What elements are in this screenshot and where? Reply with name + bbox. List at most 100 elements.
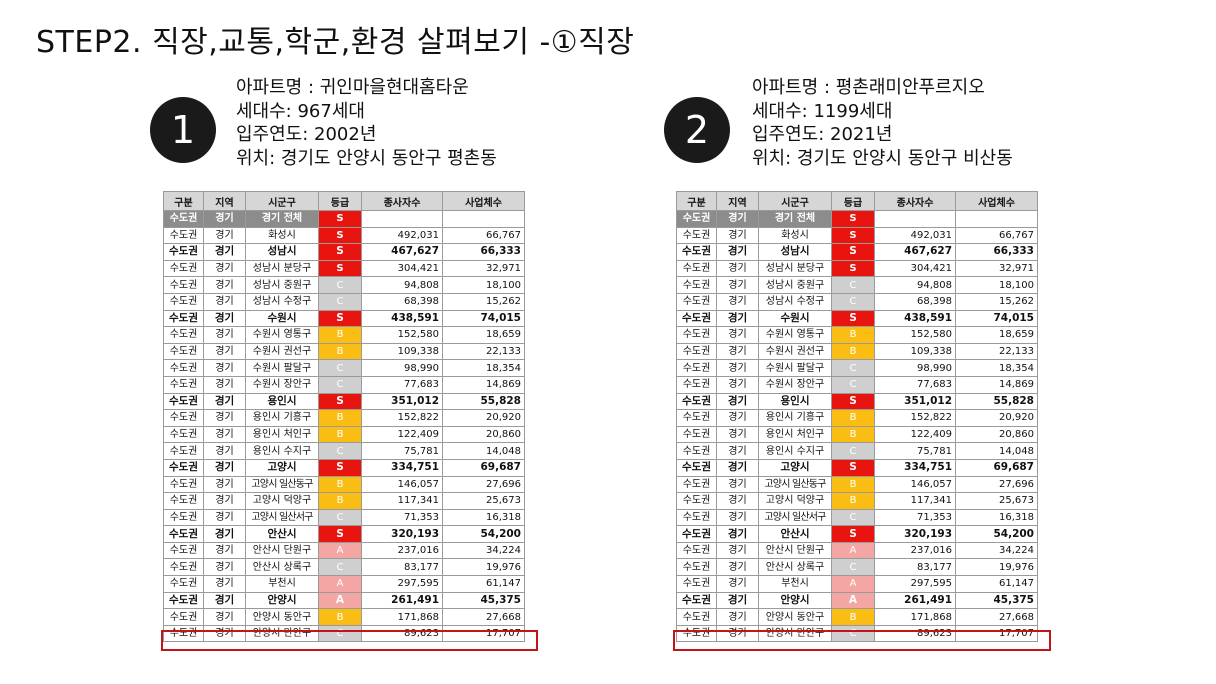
cell-region: 경기	[203, 525, 246, 543]
cell-gubun: 수도권	[163, 326, 204, 344]
cell-gubun: 수도권	[163, 558, 204, 577]
header-businesses: 사업체수	[442, 191, 525, 211]
table-row: 수도권 경기 고양시 일산동구 B 146,057 27,696	[676, 475, 1038, 494]
cell-businesses: 15,262	[955, 292, 1038, 311]
cell-grade: C	[831, 359, 875, 377]
cell-businesses: 19,976	[442, 558, 525, 577]
cell-gubun: 수도권	[163, 226, 204, 245]
cell-gubun: 수도권	[163, 608, 204, 626]
table-row: 수도권 경기 안양시 A 261,491 45,375	[676, 591, 1038, 610]
table-row: 수도권 경기 성남시 S 467,627 66,333	[676, 243, 1038, 261]
cell-sigungu: 경기 전체	[758, 210, 832, 228]
employment-table: 구분 지역 시군구 등급 종사자수 사업체수 수도권 경기 경기 전체 S 수도권 경기 화성시 S 492…	[163, 191, 525, 643]
cell-sigungu: 용인시	[758, 392, 832, 411]
cell-workers: 77,683	[361, 375, 443, 394]
cell-sigungu: 수원시 장안구	[758, 375, 832, 394]
cell-sigungu: 용인시 수지구	[245, 442, 319, 460]
cell-workers: 467,627	[361, 243, 443, 261]
cell-businesses: 69,687	[955, 458, 1038, 477]
cell-sigungu: 경기 전체	[245, 210, 319, 228]
cell-grade: C	[318, 442, 362, 460]
table-row: 수도권 경기 용인시 처인구 B 122,409 20,860	[163, 425, 525, 444]
table-row: 수도권 경기 수원시 장안구 C 77,683 14,869	[676, 375, 1038, 394]
cell-businesses: 32,971	[955, 259, 1038, 278]
header-grade: 등급	[831, 191, 875, 211]
table-row: 수도권 경기 화성시 S 492,031 66,767	[676, 226, 1038, 245]
table-row: 수도권 경기 수원시 팔달구 C 98,990 18,354	[676, 359, 1038, 377]
table-row: 수도권 경기 안양시 만안구 C 89,623 17,707	[163, 624, 525, 643]
cell-grade: S	[318, 210, 362, 228]
table-row: 수도권 경기 고양시 일산서구 C 71,353 16,318	[676, 508, 1038, 527]
cell-workers: 297,595	[874, 575, 956, 593]
cell-gubun: 수도권	[676, 558, 717, 577]
cell-gubun: 수도권	[676, 292, 717, 311]
apartment-2-move-in-year: 입주연도: 2021년	[752, 124, 893, 145]
cell-sigungu: 안산시 상록구	[758, 558, 832, 577]
cell-grade: C	[831, 442, 875, 460]
cell-region: 경기	[716, 575, 759, 593]
cell-workers: 492,031	[361, 226, 443, 245]
cell-businesses: 18,659	[442, 326, 525, 344]
cell-region: 경기	[716, 392, 759, 411]
cell-gubun: 수도권	[676, 458, 717, 477]
cell-region: 경기	[716, 458, 759, 477]
table-row: 수도권 경기 수원시 권선구 B 109,338 22,133	[676, 342, 1038, 361]
table-row: 수도권 경기 용인시 수지구 C 75,781 14,048	[676, 442, 1038, 460]
cell-workers: 351,012	[361, 392, 443, 411]
cell-region: 경기	[203, 608, 246, 626]
cell-workers: 304,421	[361, 259, 443, 278]
cell-gubun: 수도권	[676, 492, 717, 510]
cell-sigungu: 고양시 덕양구	[758, 492, 832, 510]
cell-region: 경기	[716, 259, 759, 278]
cell-grade: B	[318, 492, 362, 510]
table-row: 수도권 경기 안산시 단원구 A 237,016 34,224	[163, 541, 525, 560]
cell-region: 경기	[203, 475, 246, 494]
cell-sigungu: 안양시 만안구	[245, 624, 319, 643]
cell-grade: C	[318, 558, 362, 577]
cell-region: 경기	[716, 375, 759, 394]
cell-sigungu: 수원시 장안구	[245, 375, 319, 394]
table-row: 수도권 경기 수원시 영통구 B 152,580 18,659	[163, 326, 525, 344]
table-row: 수도권 경기 안산시 상록구 C 83,177 19,976	[676, 558, 1038, 577]
apartment-1-move-in-year: 입주연도: 2002년	[236, 124, 377, 145]
cell-region: 경기	[203, 425, 246, 444]
cell-sigungu: 고양시 일산동구	[758, 475, 832, 494]
cell-sigungu: 고양시 일산동구	[245, 475, 319, 494]
cell-gubun: 수도권	[676, 375, 717, 394]
cell-sigungu: 안양시	[245, 591, 319, 610]
cell-region: 경기	[203, 558, 246, 577]
cell-workers: 492,031	[874, 226, 956, 245]
cell-sigungu: 안양시 동안구	[245, 608, 319, 626]
table-row: 수도권 경기 안산시 S 320,193 54,200	[676, 525, 1038, 543]
table-row: 수도권 경기 고양시 일산서구 C 71,353 16,318	[163, 508, 525, 527]
cell-businesses: 27,696	[442, 475, 525, 494]
cell-businesses: 74,015	[955, 309, 1038, 328]
cell-region: 경기	[203, 409, 246, 427]
cell-grade: S	[831, 525, 875, 543]
table-row: 수도권 경기 수원시 영통구 B 152,580 18,659	[676, 326, 1038, 344]
cell-grade: B	[318, 425, 362, 444]
cell-region: 경기	[203, 591, 246, 610]
cell-region: 경기	[716, 475, 759, 494]
cell-workers: 89,623	[361, 624, 443, 643]
cell-workers: 152,580	[874, 326, 956, 344]
cell-workers: 334,751	[874, 458, 956, 477]
table-row: 수도권 경기 고양시 덕양구 B 117,341 25,673	[163, 492, 525, 510]
cell-sigungu: 용인시 기흥구	[758, 409, 832, 427]
table-row: 수도권 경기 성남시 수정구 C 68,398 15,262	[676, 292, 1038, 311]
cell-grade: A	[318, 575, 362, 593]
apartment-1-info: 아파트명 : 귀인마을현대홈타운 세대수: 967세대 입주연도: 2002년 …	[236, 76, 497, 170]
cell-gubun: 수도권	[676, 326, 717, 344]
cell-businesses: 15,262	[442, 292, 525, 311]
cell-workers: 98,990	[361, 359, 443, 377]
cell-workers: 171,868	[361, 608, 443, 626]
cell-workers: 334,751	[361, 458, 443, 477]
cell-sigungu: 수원시 팔달구	[758, 359, 832, 377]
cell-region: 경기	[716, 226, 759, 245]
cell-workers: 320,193	[874, 525, 956, 543]
cell-region: 경기	[716, 442, 759, 460]
cell-region: 경기	[716, 292, 759, 311]
cell-businesses: 55,828	[955, 392, 1038, 411]
cell-sigungu: 성남시 중원구	[245, 276, 319, 294]
cell-region: 경기	[716, 492, 759, 510]
